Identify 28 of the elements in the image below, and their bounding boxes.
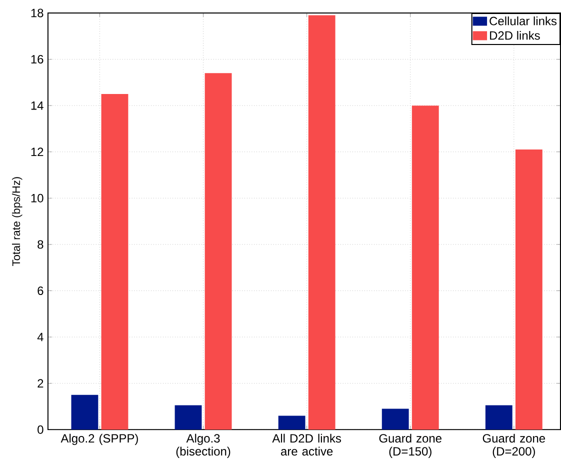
bar <box>485 406 512 430</box>
x-tick-label: Guard zone (D=150) <box>379 434 442 458</box>
y-tick-label: 0 <box>38 426 44 434</box>
bar <box>174 406 202 430</box>
y-tick-label: 18 <box>31 8 44 18</box>
x-tick-label: Guard zone (D=200) <box>482 434 546 458</box>
bar <box>101 94 128 430</box>
x-tick-label: All D2D links are active <box>272 434 342 456</box>
y-tick-label: 2 <box>38 379 44 388</box>
y-tick-label: 14 <box>31 102 44 110</box>
bar <box>204 73 232 430</box>
y-axis-title: Total rate (bps/Hz) <box>12 177 22 266</box>
y-tick-label: 8 <box>38 240 44 249</box>
y-tick-label: 10 <box>31 194 44 203</box>
legend-label: Cellular links <box>490 16 557 26</box>
y-tick-label: 4 <box>37 333 44 342</box>
legend-label: D2D links <box>490 31 540 40</box>
x-tick-label: Algo.2 (SPPP) <box>60 434 138 446</box>
bar <box>412 106 439 430</box>
y-tick-label: 16 <box>31 55 44 64</box>
bar <box>382 408 409 430</box>
bar <box>71 395 98 430</box>
bar <box>278 416 306 430</box>
bar <box>308 16 336 430</box>
x-tick-label: Algo.3 (bisection) <box>176 434 230 458</box>
bar <box>515 150 542 430</box>
y-tick-label: 12 <box>31 148 44 156</box>
y-tick-label: 6 <box>38 286 44 296</box>
